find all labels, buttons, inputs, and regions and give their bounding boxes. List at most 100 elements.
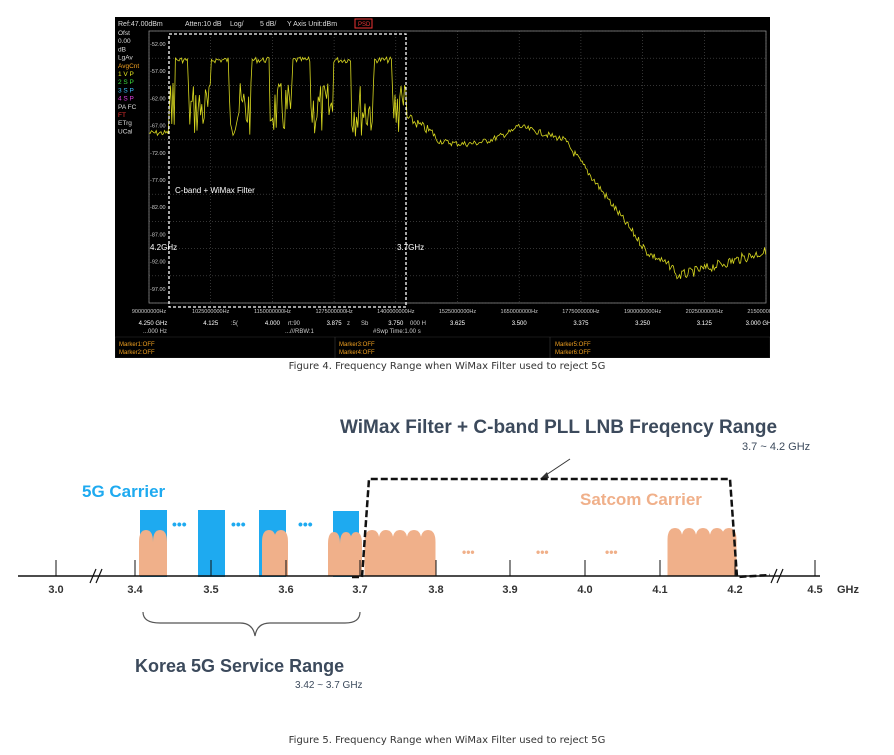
analyzer-side-label: AvgCnt xyxy=(118,63,139,70)
axis-tick-label: 3.4 xyxy=(127,584,143,596)
status-fragment: Sb xyxy=(361,321,369,327)
axis-tick-label: 3.0 xyxy=(48,584,63,596)
plot-frame xyxy=(148,30,767,304)
status-fragment: ...///RBW:1 xyxy=(285,329,315,335)
freq-tick-label: 1275000000Hz xyxy=(315,309,353,315)
5g-ellipsis: ••• xyxy=(231,516,246,532)
axis-tick-label: 4.2 xyxy=(727,584,742,596)
ghz-tick-label: 3.000 GHz xyxy=(746,321,770,327)
carrier-hump xyxy=(153,530,167,576)
filter-annotation: C-band + WiMax Filter xyxy=(175,186,255,195)
carrier-hump xyxy=(340,532,352,576)
korea-range-label: Korea 5G Service Range xyxy=(135,656,344,676)
spectrum-analyzer-screenshot: Ref:47.00dBm Atten:10 dB Log/ 5 dB/ Y Ax… xyxy=(114,17,785,359)
carrier-hump xyxy=(695,528,711,576)
edge-label-3-7ghz: 3.7GHz xyxy=(397,243,424,252)
y-tick-label: -92.00 xyxy=(150,260,166,266)
marker-status: Marker2:OFF xyxy=(119,350,155,356)
carrier-hump xyxy=(328,532,340,576)
axis-tick-label: 3.6 xyxy=(278,584,293,596)
analyzer-side-label: 2 S P xyxy=(118,79,134,86)
axis-break-left xyxy=(89,568,103,584)
axis-tick-label: 3.7 xyxy=(352,584,367,596)
axis-tick-label: 3.5 xyxy=(203,584,218,596)
carrier-hump xyxy=(274,530,288,576)
ghz-tick-label: 4.125 xyxy=(203,321,219,327)
carrier-hump xyxy=(406,530,422,576)
carrier-hump xyxy=(378,530,394,576)
korea-range-sub: 3.42 ~ 3.7 GHz xyxy=(295,680,363,691)
analyzer-side-label: ETrg xyxy=(118,120,132,127)
spectrum-trace xyxy=(148,55,767,280)
carrier-hump xyxy=(350,532,362,576)
y-tick-label: -72.00 xyxy=(150,151,166,157)
ghz-tick-label: 3.500 xyxy=(512,321,528,327)
status-fragment: z xyxy=(347,321,350,327)
y-tick-label: -82.00 xyxy=(150,205,166,211)
satcom-ellipsis: ••• xyxy=(536,545,549,559)
y-tick-label: -87.00 xyxy=(150,232,166,238)
freq-tick-label: 2150000000Hz xyxy=(747,309,770,315)
ghz-tick-label: 3.625 xyxy=(450,321,466,327)
frequency-plan-diagram: WiMax Filter + C-band PLL LNB Freqency R… xyxy=(18,417,860,691)
ghz-tick-label: 4.250 GHz xyxy=(139,321,168,327)
edge-label-4-2ghz: 4.2GHz xyxy=(150,243,177,252)
ghz-tick-label: 3.375 xyxy=(573,321,589,327)
sa-per-div: 5 dB/ xyxy=(260,21,276,28)
carrier-humps xyxy=(139,528,737,576)
carrier-hump xyxy=(667,528,683,576)
analyzer-side-label: 0.00 xyxy=(118,38,131,45)
figure-4-caption: Figure 4. Frequency Range when WiMax Fil… xyxy=(288,361,606,372)
axis-break-right xyxy=(770,568,784,584)
marker-status: Marker4:OFF xyxy=(339,350,375,356)
marker-status: Marker1:OFF xyxy=(119,342,155,348)
y-tick-label: -67.00 xyxy=(150,124,166,130)
axis-tick-label: 3.9 xyxy=(502,584,517,596)
psd-badge-label: PSD xyxy=(358,22,371,28)
status-fragment: ...000 Hz xyxy=(143,329,167,335)
axis-tick-label: 4.5 xyxy=(807,584,822,596)
freq-tick-label: 1525000000Hz xyxy=(439,309,477,315)
psd-badge xyxy=(354,18,373,29)
freq-tick-label: 1150000000Hz xyxy=(254,309,291,315)
freq-tick-label: 2025000000Hz xyxy=(686,309,724,315)
y-tick-label: -97.00 xyxy=(150,287,166,293)
diagram-title-range: 3.7 ~ 4.2 GHz xyxy=(742,441,810,453)
y-tick-label: -52.00 xyxy=(150,42,166,48)
carrier-hump xyxy=(420,530,436,576)
marker-status: Marker5:OFF xyxy=(555,342,591,348)
freq-tick-label: 1650000000Hz xyxy=(501,309,539,315)
analyzer-side-label: dB xyxy=(118,46,126,53)
y-tick-label: -77.00 xyxy=(150,178,166,184)
status-fragment: 000 H xyxy=(410,321,426,327)
sa-atten: Atten:10 dB xyxy=(185,21,222,28)
analyzer-side-label: PA FC xyxy=(118,104,137,111)
analyzer-side-label: UCal xyxy=(118,128,133,135)
carrier-hump xyxy=(709,528,725,576)
diagram-title: WiMax Filter + C-band PLL LNB Freqency R… xyxy=(340,417,777,438)
axis-tick-label: 4.1 xyxy=(652,584,667,596)
y-tick-label: -62.00 xyxy=(150,96,166,102)
status-fragment: #Swp Time:1.00 s xyxy=(373,329,421,335)
freq-tick-label: 1400000000Hz xyxy=(377,309,415,315)
axis-tick-label: 3.8 xyxy=(428,584,443,596)
axis-tick-label: 4.0 xyxy=(577,584,592,596)
ghz-tick-label: 3.750 xyxy=(388,321,404,327)
marker-status: Marker3:OFF xyxy=(339,342,375,348)
marker-status: Marker6:OFF xyxy=(555,350,591,356)
ghz-tick-label: 4.000 xyxy=(265,321,281,327)
5g-carrier-label: 5G Carrier xyxy=(82,482,166,501)
korea-range-brace xyxy=(142,611,361,637)
satcom-ellipsis: ••• xyxy=(462,545,475,559)
freq-tick-label: 1775000000Hz xyxy=(562,309,600,315)
freq-tick-label: 900000000Hz xyxy=(132,309,167,315)
analyzer-side-label: Ofst xyxy=(118,30,130,37)
carrier-hump xyxy=(364,530,380,576)
5g-ellipsis: ••• xyxy=(298,516,313,532)
freq-tick-label: 1900000000Hz xyxy=(624,309,662,315)
sa-y-axis-unit: Y Axis Unit:dBm xyxy=(287,21,337,28)
sa-ref: Ref:47.00dBm xyxy=(118,21,163,28)
y-tick-label: -57.00 xyxy=(150,69,166,75)
satcom-carrier-label: Satcom Carrier xyxy=(580,490,702,509)
analyzer-side-label: 1 V P xyxy=(118,71,134,78)
